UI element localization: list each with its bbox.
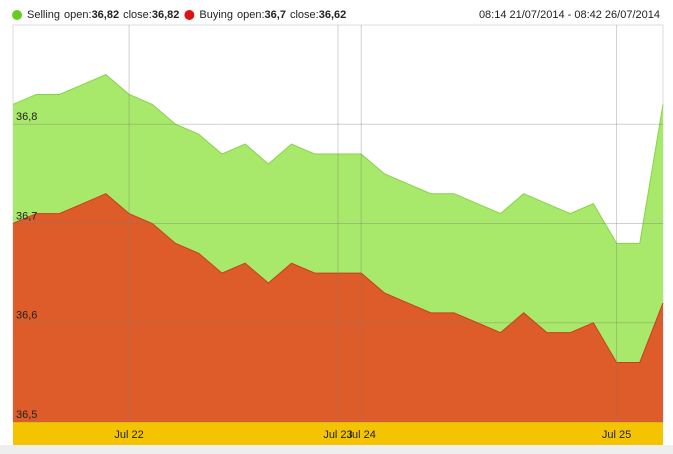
legend-text: close: [123,9,152,21]
legend-text: open: [64,9,92,21]
y-tick-label: 36,7 [16,210,37,222]
legend-text: Buying [199,9,233,21]
x-tick-label: Jul 24 [347,429,376,441]
legend-text: 36,82 [152,9,180,21]
legend-text: close: [290,9,319,21]
date-range: 08:14 21/07/2014 - 08:42 26/07/2014 [479,9,660,21]
x-tick-label: Jul 23 [323,429,352,441]
area [13,193,663,422]
legend-entry: Selling open:36,82 close:36,82 [27,9,179,21]
x-tick-label: Jul 22 [114,429,143,441]
legend-marker [12,10,22,20]
x-tick-label: Jul 25 [602,429,631,441]
x-axis-band [13,422,663,445]
y-tick-label: 36,8 [16,111,37,123]
legend-text: 36,62 [319,9,347,21]
legend-text: 36,7 [265,9,286,21]
legend-text: open: [237,9,265,21]
legend-text: 36,82 [92,9,120,21]
navigator-strip [0,445,673,454]
line [12,193,664,363]
line [12,74,664,244]
legend-marker [184,10,195,20]
legend-text: Selling [27,9,60,21]
y-tick-label: 36,6 [16,310,37,322]
legend-entry: Buying open:36,7 close:36,62 [199,9,346,21]
y-tick-label: 36,5 [16,409,37,421]
